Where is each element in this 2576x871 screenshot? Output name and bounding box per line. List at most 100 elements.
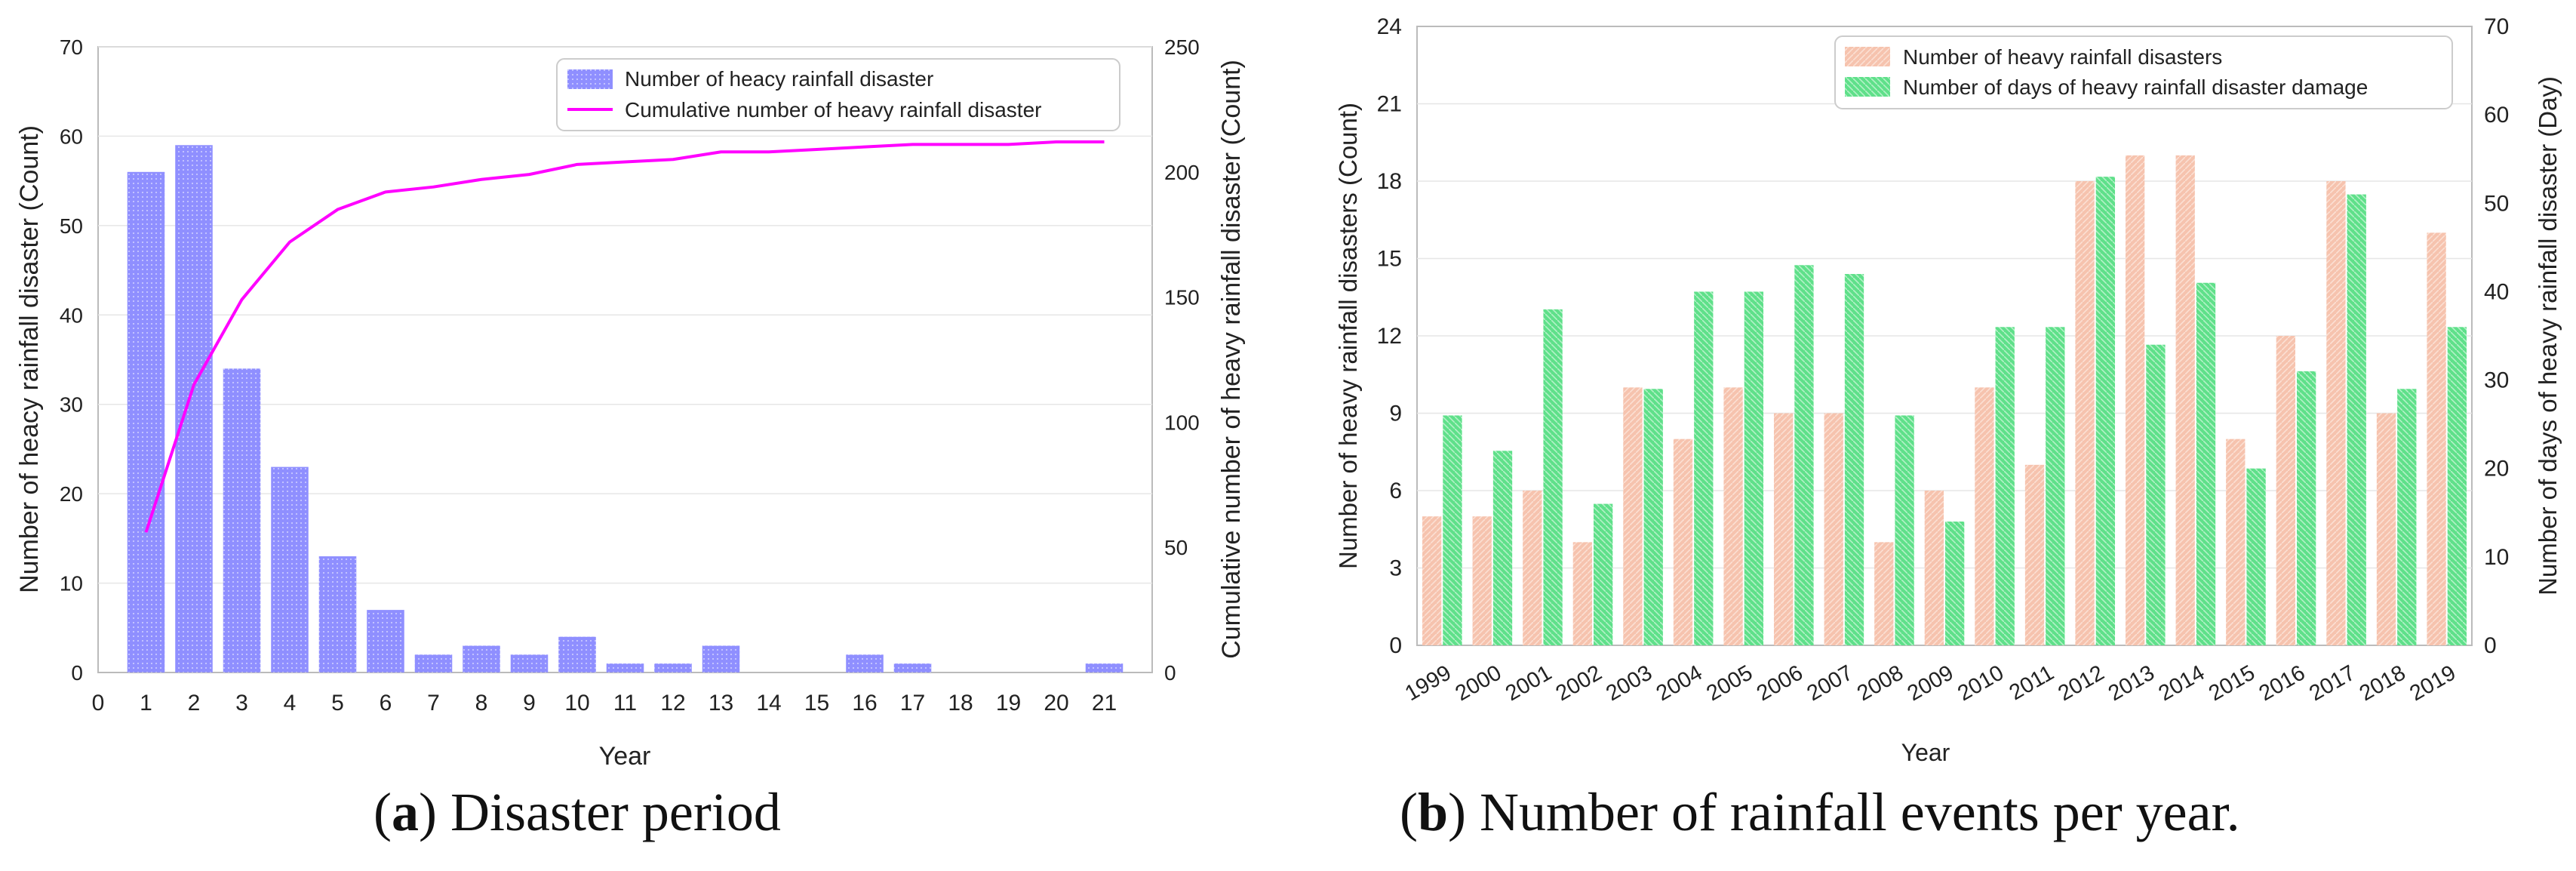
chart-b-bar-disasters: [2024, 464, 2045, 645]
chart-a-y-tick: 30: [60, 393, 83, 417]
chart-b-bar-damage-days: [1995, 327, 2015, 645]
chart-b-bar-damage-days: [2095, 177, 2116, 646]
chart-a-x-tick: 9: [523, 691, 536, 716]
chart-b-bar-damage-days: [1443, 415, 1462, 645]
chart-a-bar: [654, 663, 692, 672]
chart-b-x-tick: 2008: [1853, 660, 1907, 706]
chart-a-y2-tick-labels: 0 50 100 150 200 250: [1164, 35, 1200, 685]
chart-a-y-tick: 40: [60, 303, 83, 327]
chart-b-x-tick: 2002: [1552, 660, 1606, 706]
chart-b-y-tick-labels: 0 3 6 9 12 15 18 21 24: [1377, 14, 1402, 658]
chart-b-x-tick: 2001: [1502, 660, 1556, 706]
chart-b-y2-tick: 70: [2484, 14, 2509, 39]
chart-b-bar-damage-days: [1694, 291, 1714, 645]
chart-b-y-tick: 21: [1377, 92, 1402, 117]
chart-b-bar-damage-days: [2397, 389, 2417, 645]
chart-b-x-tick: 2014: [2154, 660, 2209, 706]
chart-a-bar: [127, 171, 165, 673]
chart-b-y-tick: 15: [1377, 247, 1402, 272]
caption-b-label: b: [1417, 782, 1449, 842]
chart-a-y-tick: 70: [60, 35, 83, 59]
chart-a-y-tick: 60: [60, 125, 83, 148]
chart-a-x-tick-labels: 0 1 2 3 4 5 6 7 8 9 10 11 12 13 14 15 16 17 18 19 20 21: [92, 691, 1117, 716]
chart-a-x-tick: 2: [188, 691, 201, 716]
chart-b-y2-tick: 30: [2484, 368, 2509, 393]
chart-b-y-tick: 3: [1389, 556, 1402, 581]
chart-b-x-tick: 2006: [1753, 660, 1807, 706]
chart-a-bar: [893, 663, 932, 672]
chart-b-bar-disasters: [2427, 232, 2446, 645]
chart-a-x-tick: 7: [427, 691, 440, 716]
chart-b-bar-disasters: [2075, 181, 2095, 645]
chart-a-bar: [702, 645, 740, 672]
chart-a-y-tick: 50: [60, 214, 83, 238]
chart-b-legend-box: [1834, 35, 2453, 109]
chart-a-x-tick: 8: [475, 691, 488, 716]
chart-b-x-tick: 2007: [1803, 660, 1857, 706]
chart-b-x-tick: 2005: [1702, 660, 1757, 706]
chart-b-bar-disasters: [1623, 387, 1643, 645]
chart-a-bar: [846, 654, 884, 672]
chart-a-bar: [1085, 663, 1124, 672]
chart-b-x-tick: 2009: [1904, 660, 1958, 706]
chart-b-bar-disasters: [2226, 439, 2246, 645]
chart-a-line-series: [144, 140, 1105, 533]
chart-b-x-tick: 2011: [2006, 660, 2058, 705]
chart-b-x-tick: 2003: [1602, 660, 1656, 706]
chart-a-x-tick: 18: [948, 691, 973, 716]
chart-b-y-tick: 9: [1389, 402, 1402, 426]
chart-b-legend-label-1: Number of heavy rainfall disasters: [1903, 45, 2222, 69]
chart-b-bar-damage-days: [2246, 468, 2266, 645]
chart-a-bar: [175, 145, 213, 672]
chart-b-legend-label-2: Number of days of heavy rainfall disaste…: [1903, 75, 2368, 99]
chart-b-x-tick: 1999: [1401, 660, 1456, 706]
chart-a-y2-tick: 250: [1164, 35, 1200, 59]
chart-a-x-tick: 10: [564, 691, 589, 716]
chart-a-y2-tick: 50: [1164, 536, 1188, 559]
chart-a-x-tick: 4: [284, 691, 297, 716]
chart-a-y2-tick: 150: [1164, 286, 1200, 309]
chart-a-y2-tick: 0: [1164, 661, 1176, 685]
chart-a-bar: [510, 654, 549, 672]
chart-a-x-tick: 14: [756, 691, 781, 716]
chart-b-bar-damage-days: [2447, 327, 2467, 645]
chart-b-y2-tick: 0: [2484, 633, 2497, 658]
chart-b-x-tick: 2012: [2054, 660, 2108, 706]
chart-b-bar-disasters: [2376, 413, 2396, 645]
chart-b-bar-damage-days: [1794, 265, 1814, 645]
chart-b-legend-swatch-1: [1845, 47, 1890, 66]
chart-b-bar-disasters: [1975, 387, 1994, 645]
chart-b-bar-damage-days: [2347, 194, 2366, 646]
chart-a-y-tick: 0: [71, 661, 83, 685]
chart-a-x-tick: 11: [613, 691, 637, 716]
chart-b-y-tick: 12: [1377, 324, 1402, 349]
chart-b-bar-disasters: [2175, 155, 2195, 646]
chart-a-y2-axis-label: Cumulative number of heavy rainfall disa…: [1217, 60, 1246, 659]
chart-b-bar-disasters: [1673, 439, 1693, 645]
chart-b-bar-disasters: [1824, 413, 1843, 645]
chart-b-bar-disasters: [2276, 336, 2295, 645]
chart-b-bar-disasters: [1773, 413, 1794, 645]
chart-a-bar: [558, 636, 596, 672]
chart-a-y2-tick: 100: [1164, 411, 1200, 434]
chart-b-x-tick: 2016: [2255, 660, 2310, 706]
chart-b-bar-disasters: [2125, 155, 2145, 646]
chart-b-bar-disasters: [1924, 491, 1944, 645]
chart-b-x-tick: 2000: [1451, 660, 1505, 706]
chart-b-bar-disasters: [1572, 542, 1592, 645]
chart-b-y-tick: 18: [1377, 169, 1402, 194]
chart-a-x-axis-label: Year: [599, 742, 651, 771]
chart-b-x-tick: 2019: [2405, 660, 2460, 706]
chart-b-bar-damage-days: [2297, 371, 2316, 645]
chart-a-y-axis-label: Number of heacy rainfall disaster (Count…: [15, 125, 44, 593]
chart-b-bar-damage-days: [2146, 344, 2166, 645]
chart-a-x-tick: 20: [1044, 691, 1068, 716]
chart-b-x-tick: 2013: [2104, 660, 2159, 706]
chart-a-x-tick: 19: [996, 691, 1021, 716]
chart-a-bar: [318, 556, 357, 672]
chart-b-bar-damage-days: [1744, 291, 1764, 645]
chart-b-y-tick: 0: [1389, 633, 1402, 658]
chart-a-legend-label-line: Cumulative number of heavy rainfall disa…: [625, 98, 1041, 122]
chart-b-y2-tick: 40: [2484, 279, 2509, 304]
chart-a-bar: [606, 663, 644, 672]
